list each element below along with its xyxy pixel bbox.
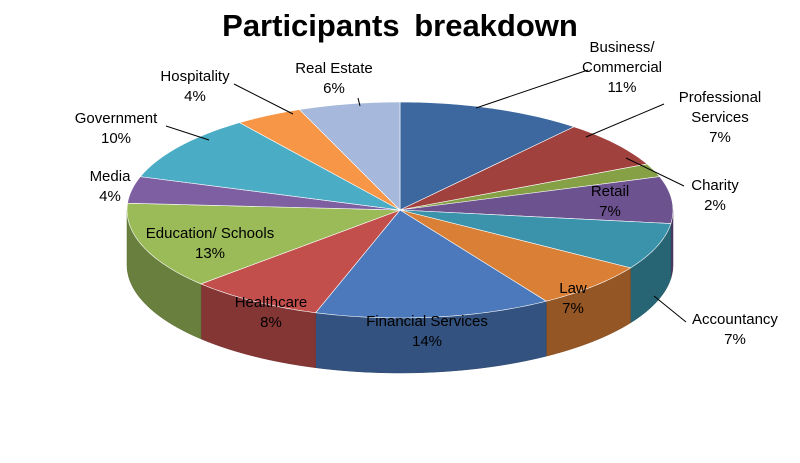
pie-slice-6 <box>399 209 632 302</box>
pie-slice-9 <box>126 202 401 285</box>
pie-slice-13 <box>298 101 401 211</box>
data-label-pct-8: 8% <box>260 314 282 331</box>
data-label-pct-6: 7% <box>562 300 584 317</box>
data-label-pct-3: 2% <box>704 197 726 214</box>
data-label-pct-10: 4% <box>99 188 121 205</box>
pie-slice-2 <box>399 126 648 211</box>
pie-slice-7 <box>315 209 548 319</box>
data-labels: Business/Commercial 11% Professional Servic… <box>75 39 779 350</box>
pie-slice-4 <box>399 176 674 224</box>
data-label-name-10: Media <box>90 168 132 185</box>
data-label-pct-9: 13% <box>195 245 225 262</box>
leader-line-13 <box>357 97 361 107</box>
leader-line-2 <box>585 103 665 138</box>
pie-slice-11 <box>139 122 401 211</box>
data-label-name-13: Real Estate <box>295 60 373 77</box>
leader-line-3 <box>625 157 685 187</box>
data-label-name-6: Law <box>559 280 587 297</box>
data-label-pct-7: 14% <box>412 333 442 350</box>
data-label-name-3: Charity <box>691 177 739 194</box>
data-label-name-5: Accountancy <box>692 311 778 328</box>
chart-title: Participants breakdown <box>222 8 578 43</box>
data-label-name-7: Financial Services <box>366 313 488 330</box>
data-label-name-2: Services <box>691 109 749 126</box>
data-label-name-1: Commercial <box>582 59 662 76</box>
pie-slice-10 <box>127 176 401 211</box>
data-label-pct-2: 7% <box>709 129 731 146</box>
data-label-pct-11: 10% <box>101 130 131 147</box>
data-label-pct-13: 6% <box>323 80 345 97</box>
data-label-name-4: Retail <box>591 183 629 200</box>
data-label-name-12: Hospitality <box>160 68 230 85</box>
leader-line-1 <box>475 69 589 109</box>
data-label-pct-12: 4% <box>184 88 206 105</box>
data-label-pct-4: 7% <box>599 203 621 220</box>
pie-slice-12 <box>238 109 401 211</box>
pie-slice-5 <box>399 209 672 269</box>
data-label-name-1: Business/ <box>589 39 655 56</box>
pie-slice-8 <box>200 209 401 314</box>
data-label-name-9: Education/ Schools <box>146 225 274 242</box>
leader-line-5 <box>653 295 687 323</box>
data-label-pct-1: 11% <box>608 79 637 96</box>
leader-line-12 <box>233 83 294 115</box>
pie-slice-1 <box>399 101 575 211</box>
data-label-pct-5: 7% <box>724 331 746 348</box>
pie-side-walls <box>126 209 674 374</box>
data-label-name-11: Government <box>75 110 158 127</box>
leader-line-11 <box>165 125 210 141</box>
pie-slice-3 <box>399 163 661 211</box>
data-label-name-8: Healthcare <box>235 294 308 311</box>
pie-top-faces <box>126 101 674 319</box>
data-label-name-2: Professional <box>679 89 762 106</box>
